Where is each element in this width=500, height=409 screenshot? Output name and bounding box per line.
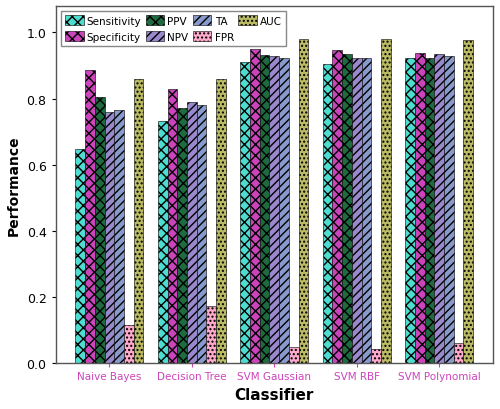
Bar (114, 111, 124, 363)
Bar (158, 121, 168, 363)
Bar (405, 59, 415, 363)
Bar (250, 50, 260, 363)
Bar (332, 50, 342, 363)
Bar (381, 40, 390, 363)
Bar (168, 90, 177, 363)
Bar (279, 59, 289, 363)
Legend: Sensitivity, Specificity, PPV, NPV, TA, FPR, AUC: Sensitivity, Specificity, PPV, NPV, TA, … (60, 12, 286, 47)
Bar (216, 79, 226, 363)
Y-axis label: Performance: Performance (7, 135, 21, 235)
Bar (178, 109, 187, 363)
Bar (196, 106, 206, 363)
Bar (95, 98, 104, 363)
Bar (124, 325, 134, 363)
Bar (464, 40, 473, 363)
Bar (76, 149, 85, 363)
Bar (342, 55, 352, 363)
Bar (434, 55, 444, 363)
Bar (85, 71, 95, 363)
Bar (187, 103, 196, 363)
Bar (104, 112, 115, 363)
Bar (206, 306, 216, 363)
Bar (260, 56, 270, 363)
Bar (240, 63, 250, 363)
Bar (322, 65, 332, 363)
Bar (444, 56, 454, 363)
X-axis label: Classifier: Classifier (234, 387, 314, 402)
Bar (289, 347, 298, 363)
Bar (352, 59, 362, 363)
Bar (298, 40, 308, 363)
Bar (424, 59, 434, 363)
Bar (362, 58, 372, 363)
Bar (134, 79, 143, 363)
Bar (415, 54, 424, 363)
Bar (270, 57, 279, 363)
Bar (454, 343, 464, 363)
Bar (372, 349, 381, 363)
